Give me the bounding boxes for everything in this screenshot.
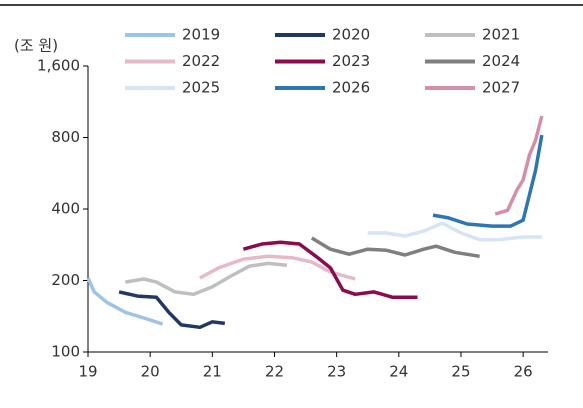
legend-label: 2019 xyxy=(182,26,220,44)
legend-label: 2024 xyxy=(482,52,520,70)
series-line xyxy=(199,254,356,281)
y-tick-label: 1,600 xyxy=(37,57,80,75)
series-line xyxy=(367,221,542,242)
x-tick-label: 19 xyxy=(78,363,97,381)
y-tick-label: 400 xyxy=(51,200,80,218)
series-line xyxy=(494,115,544,216)
series-line xyxy=(118,290,226,330)
legend-label: 2021 xyxy=(482,26,520,44)
y-tick-label: 100 xyxy=(51,343,80,361)
y-unit-label: (조 원) xyxy=(14,37,58,55)
legend-label: 2022 xyxy=(182,52,220,70)
legend-label: 2025 xyxy=(182,79,220,97)
series-line xyxy=(86,277,164,326)
legend-label: 2023 xyxy=(332,52,370,70)
legend-label: 2020 xyxy=(332,26,370,44)
x-tick-label: 23 xyxy=(327,363,346,381)
x-tick-label: 22 xyxy=(265,363,284,381)
x-tick-label: 25 xyxy=(451,363,470,381)
series-line xyxy=(242,240,418,300)
series-line xyxy=(310,236,480,259)
x-tick-label: 20 xyxy=(141,363,160,381)
x-tick-label: 21 xyxy=(203,363,222,381)
legend-label: 2026 xyxy=(332,79,370,97)
legend-label: 2027 xyxy=(482,79,520,97)
y-tick-label: 200 xyxy=(51,271,80,289)
x-tick-label: 24 xyxy=(389,363,408,381)
series-line xyxy=(125,261,288,297)
series-line xyxy=(432,134,544,228)
y-tick-label: 800 xyxy=(51,128,80,146)
x-tick-label: 26 xyxy=(514,363,533,381)
